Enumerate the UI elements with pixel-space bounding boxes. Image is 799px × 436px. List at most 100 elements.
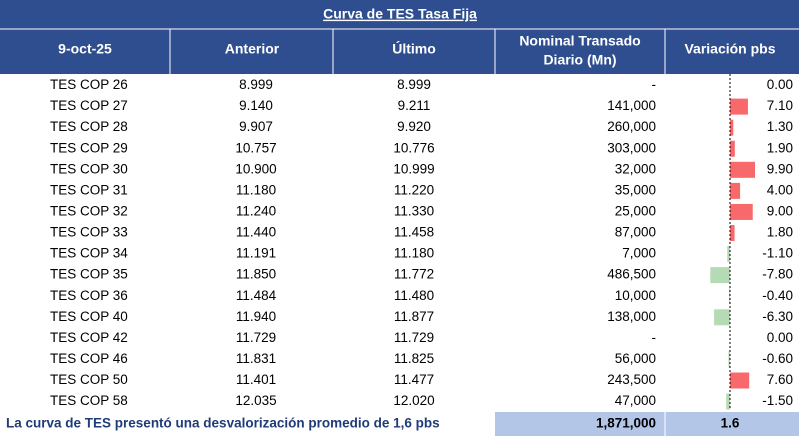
last-rate: 10.999 (393, 161, 434, 176)
traded-volume: 56,000 (615, 351, 656, 366)
traded-volume: 303,000 (607, 140, 656, 155)
variation-bar (730, 225, 735, 242)
traded-volume: - (652, 330, 657, 345)
variation-value: 0.00 (767, 330, 793, 345)
variation-bar (710, 267, 730, 284)
previous-rate: 8.999 (239, 77, 273, 92)
bond-name: TES COP 32 (50, 204, 128, 219)
last-rate: 11.330 (394, 204, 434, 219)
variation-value: 9.00 (767, 204, 793, 219)
previous-rate: 11.831 (236, 351, 276, 366)
variation-value: -0.40 (762, 288, 793, 303)
previous-rate: 11.440 (236, 225, 276, 240)
variation-bar (726, 393, 730, 410)
last-rate: 11.480 (394, 288, 434, 303)
variation-bar (730, 161, 755, 178)
footer-note: La curva de TES presentó una desvaloriza… (6, 416, 440, 431)
last-rate: 10.776 (393, 140, 434, 155)
last-rate: 11.772 (394, 267, 434, 282)
traded-volume: 35,000 (615, 182, 656, 197)
variation-value: 1.90 (767, 140, 793, 155)
variation-value: 7.60 (767, 372, 793, 387)
bond-name: TES COP 46 (50, 351, 128, 366)
header-cell: Último (392, 40, 436, 57)
last-rate: 11.458 (394, 225, 434, 240)
previous-rate: 9.907 (239, 119, 273, 134)
traded-volume: 47,000 (615, 393, 656, 408)
traded-volume: 87,000 (615, 225, 656, 240)
variation-bar (730, 98, 748, 115)
traded-volume: 486,500 (607, 267, 656, 282)
previous-rate: 11.401 (236, 372, 276, 387)
last-rate: 11.477 (394, 372, 434, 387)
variation-value: 9.90 (767, 161, 793, 176)
variation-bar (730, 182, 741, 199)
bond-name: TES COP 42 (50, 330, 128, 345)
previous-rate: 11.850 (236, 267, 276, 282)
header-bg (0, 29, 799, 74)
traded-volume: 7,000 (622, 246, 656, 261)
last-rate: 8.999 (397, 77, 431, 92)
variation-value: -0.60 (762, 351, 793, 366)
previous-rate: 11.729 (236, 330, 276, 345)
previous-rate: 9.140 (239, 98, 273, 113)
bond-name: TES COP 34 (50, 246, 128, 261)
traded-volume: 243,500 (607, 372, 656, 387)
bond-name: TES COP 50 (50, 372, 128, 387)
bond-name: TES COP 26 (50, 77, 128, 92)
header-cell: 9-oct-25 (58, 41, 112, 57)
bond-name: TES COP 33 (50, 225, 128, 240)
previous-rate: 10.757 (235, 140, 276, 155)
variation-value: 4.00 (767, 182, 793, 197)
last-rate: 12.020 (393, 393, 434, 408)
variation-bar (730, 140, 735, 157)
variation-value: -7.80 (762, 267, 793, 282)
variation-bar (730, 203, 753, 220)
traded-volume: - (652, 77, 657, 92)
bond-name: TES COP 35 (50, 267, 128, 282)
header-cell: Anterior (225, 41, 280, 57)
last-rate: 11.180 (394, 246, 434, 261)
header-cell: Nominal Transado (519, 33, 640, 49)
bond-name: TES COP 30 (50, 161, 128, 176)
variation-bar (714, 309, 730, 326)
header-cell: Diario (Mn) (543, 52, 616, 68)
variation-value: 0.00 (767, 77, 793, 92)
rows: TES COP 26 8.999 8.999 - 0.00 TES COP 27 9.140… (50, 77, 793, 410)
previous-rate: 10.900 (235, 161, 276, 176)
header-separators (0, 28, 799, 74)
last-rate: 11.825 (394, 351, 434, 366)
last-rate: 11.729 (394, 330, 434, 345)
variation-value: 7.10 (767, 98, 793, 113)
previous-rate: 11.180 (236, 182, 276, 197)
variation-bar (727, 246, 730, 263)
previous-rate: 11.484 (236, 288, 277, 303)
footer-variation: 1.6 (721, 416, 740, 431)
traded-volume: 25,000 (615, 204, 656, 219)
traded-volume: 32,000 (615, 161, 656, 176)
traded-volume: 10,000 (615, 288, 656, 303)
footer-total: 1,871,000 (596, 416, 656, 431)
variation-bar (730, 372, 750, 389)
previous-rate: 11.240 (236, 204, 276, 219)
previous-rate: 12.035 (235, 393, 276, 408)
bond-name: TES COP 36 (50, 288, 128, 303)
variation-value: 1.80 (767, 225, 793, 240)
last-rate: 11.877 (394, 309, 434, 324)
footer-bg (495, 412, 799, 436)
traded-volume: 260,000 (607, 119, 656, 134)
variation-value: -1.50 (762, 393, 793, 408)
previous-rate: 11.940 (236, 309, 276, 324)
bond-name: TES COP 29 (50, 140, 128, 155)
variation-value: -1.10 (762, 246, 793, 261)
title-bg (0, 0, 799, 29)
last-rate: 9.211 (398, 98, 431, 113)
previous-rate: 11.191 (236, 246, 276, 261)
traded-volume: 141,000 (607, 98, 656, 113)
variation-value: 1.30 (767, 119, 793, 134)
last-rate: 11.220 (394, 182, 434, 197)
bond-name: TES COP 28 (50, 119, 128, 134)
variation-bar (728, 351, 730, 368)
bond-name: TES COP 40 (50, 309, 128, 324)
